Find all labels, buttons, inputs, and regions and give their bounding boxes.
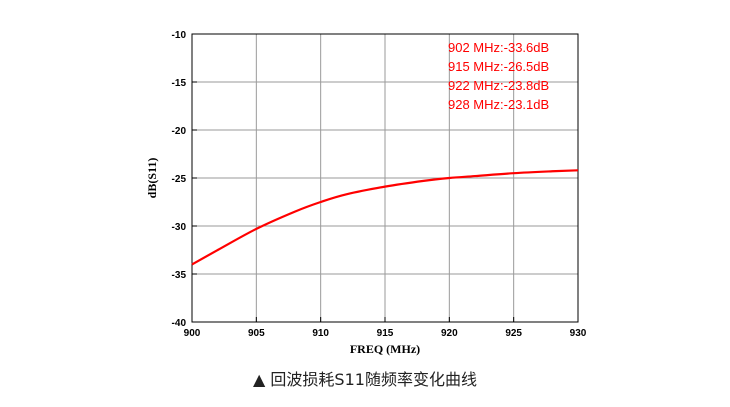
y-tick-label: -10	[172, 30, 187, 41]
axis-ticks: 900 905 910 915 920 925 930 -10 -15 -20 -25 -30 -35 -…	[172, 30, 587, 339]
marker-annotation: 902 MHz:-33.6dB	[448, 40, 549, 55]
series-layer	[191, 169, 579, 266]
annotation-layer: 902 MHz:-33.6dB 915 MHz:-26.5dB 922 MHz:-2…	[448, 40, 549, 112]
s11-series-line	[191, 169, 579, 266]
marker-annotation: 915 MHz:-26.5dB	[448, 59, 549, 74]
grid-lines	[192, 34, 578, 322]
x-tick-label: 930	[570, 328, 587, 339]
x-tick-label: 905	[248, 328, 265, 339]
s11-chart: 900 905 910 915 920 925 930 -10 -15 -20 -25 -30 -35 -…	[145, 30, 587, 356]
y-tick-label: -20	[172, 126, 187, 137]
marker-annotation: 928 MHz:-23.1dB	[448, 97, 549, 112]
x-tick-label: 925	[505, 328, 522, 339]
x-tick-label: 910	[312, 328, 329, 339]
x-tick-label: 920	[441, 328, 458, 339]
figure-caption: ▲ 回波损耗S11随频率变化曲线	[253, 370, 477, 389]
marker-annotation: 922 MHz:-23.8dB	[448, 78, 549, 93]
y-tick-label: -25	[172, 174, 187, 185]
y-tick-label: -35	[172, 270, 187, 281]
x-tick-label: 900	[184, 328, 201, 339]
x-tick-label: 915	[377, 328, 394, 339]
y-tick-label: -40	[172, 318, 187, 329]
x-axis-title: FREQ (MHz)	[350, 342, 420, 356]
y-tick-label: -15	[172, 78, 187, 89]
y-axis-title: dB(S11)	[145, 158, 159, 199]
y-tick-label: -30	[172, 222, 187, 233]
